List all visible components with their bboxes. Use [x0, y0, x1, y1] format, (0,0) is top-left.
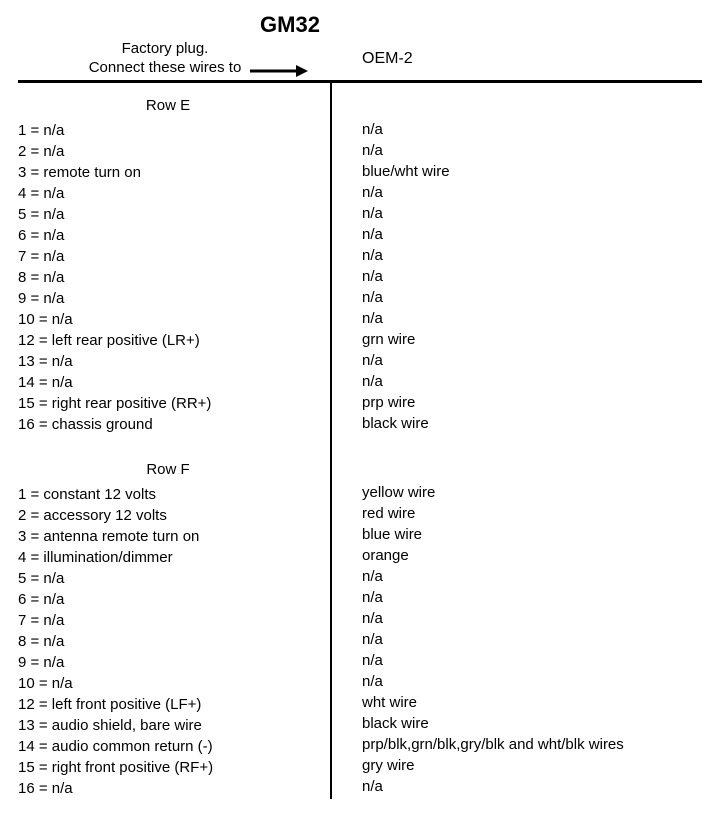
pin-row-left: 15 = right rear positive (RR+) [18, 393, 318, 414]
pin-row-left: 5 = n/a [18, 568, 318, 589]
pin-row-left: 14 = n/a [18, 372, 318, 393]
subheader-left: Factory plug. Connect these wires to [18, 40, 330, 78]
pin-row-left: 1 = n/a [18, 120, 318, 141]
pin-row-right: n/a [362, 224, 702, 245]
pin-row-left: 4 = illumination/dimmer [18, 547, 318, 568]
pin-row-left: 2 = n/a [18, 141, 318, 162]
columns: Row E1 = n/a2 = n/a3 = remote turn on4 =… [18, 83, 702, 799]
pin-row-right: n/a [362, 650, 702, 671]
pin-row-right: red wire [362, 503, 702, 524]
pin-row-right: black wire [362, 413, 702, 434]
page-title: GM32 [18, 12, 702, 38]
pin-row-right: n/a [362, 350, 702, 371]
pin-row-right: n/a [362, 119, 702, 140]
pin-row-left: 3 = remote turn on [18, 162, 318, 183]
pin-row-left: 7 = n/a [18, 610, 318, 631]
pin-row-right: prp/blk,grn/blk,gry/blk and wht/blk wire… [362, 734, 702, 755]
pin-row-right: n/a [362, 140, 702, 161]
pin-row-left: 9 = n/a [18, 288, 318, 309]
section-spacer [362, 83, 702, 119]
pin-row-left: 8 = n/a [18, 267, 318, 288]
pin-row-left: 16 = chassis ground [18, 414, 318, 435]
pin-row-right: n/a [362, 671, 702, 692]
pin-row-right: blue/wht wire [362, 161, 702, 182]
pin-row-right: black wire [362, 713, 702, 734]
pin-row-right: n/a [362, 182, 702, 203]
pin-row-right: n/a [362, 566, 702, 587]
pin-row-right: n/a [362, 245, 702, 266]
factory-plug-line2: Connect these wires to [89, 59, 242, 76]
pin-row-right: grn wire [362, 329, 702, 350]
pin-row-right: n/a [362, 608, 702, 629]
pin-row-left: 7 = n/a [18, 246, 318, 267]
section-spacer [362, 434, 702, 482]
pin-row-left: 2 = accessory 12 volts [18, 505, 318, 526]
pin-row-right: n/a [362, 308, 702, 329]
pin-row-right: wht wire [362, 692, 702, 713]
section-header: Row E [18, 97, 318, 114]
pin-row-left: 12 = left rear positive (LR+) [18, 330, 318, 351]
arrow-right-icon [250, 64, 308, 78]
pin-row-left: 3 = antenna remote turn on [18, 526, 318, 547]
pin-row-left: 5 = n/a [18, 204, 318, 225]
pin-row-right: blue wire [362, 524, 702, 545]
right-column: n/an/ablue/wht wiren/an/an/an/an/an/an/a… [330, 83, 702, 799]
pin-row-left: 6 = n/a [18, 589, 318, 610]
subheader-right: OEM-2 [332, 50, 413, 68]
pin-row-left: 10 = n/a [18, 309, 318, 330]
pin-row-left: 8 = n/a [18, 631, 318, 652]
pin-row-right: gry wire [362, 755, 702, 776]
pin-row-left: 9 = n/a [18, 652, 318, 673]
pin-row-left: 15 = right front positive (RF+) [18, 757, 318, 778]
pin-row-left: 12 = left front positive (LF+) [18, 694, 318, 715]
pin-row-left: 16 = n/a [18, 778, 318, 799]
pin-row-left: 13 = n/a [18, 351, 318, 372]
section-header: Row F [18, 461, 318, 478]
pin-row-left: 10 = n/a [18, 673, 318, 694]
pin-row-right: n/a [362, 287, 702, 308]
page: GM32 Factory plug. Connect these wires t… [0, 0, 714, 819]
pin-row-right: n/a [362, 629, 702, 650]
pin-row-left: 1 = constant 12 volts [18, 484, 318, 505]
pin-row-right: n/a [362, 203, 702, 224]
pin-row-right: n/a [362, 587, 702, 608]
pin-row-left: 13 = audio shield, bare wire [18, 715, 318, 736]
pin-row-left: 6 = n/a [18, 225, 318, 246]
left-column: Row E1 = n/a2 = n/a3 = remote turn on4 =… [18, 83, 330, 799]
factory-plug-line1: Factory plug. [18, 40, 312, 59]
pin-row-right: n/a [362, 266, 702, 287]
pin-row-right: n/a [362, 371, 702, 392]
pin-row-right: orange [362, 545, 702, 566]
subheader: Factory plug. Connect these wires to OEM… [18, 40, 702, 78]
pin-row-right: yellow wire [362, 482, 702, 503]
pin-row-left: 14 = audio common return (-) [18, 736, 318, 757]
pin-row-left: 4 = n/a [18, 183, 318, 204]
pin-row-right: n/a [362, 776, 702, 797]
pin-row-right: prp wire [362, 392, 702, 413]
